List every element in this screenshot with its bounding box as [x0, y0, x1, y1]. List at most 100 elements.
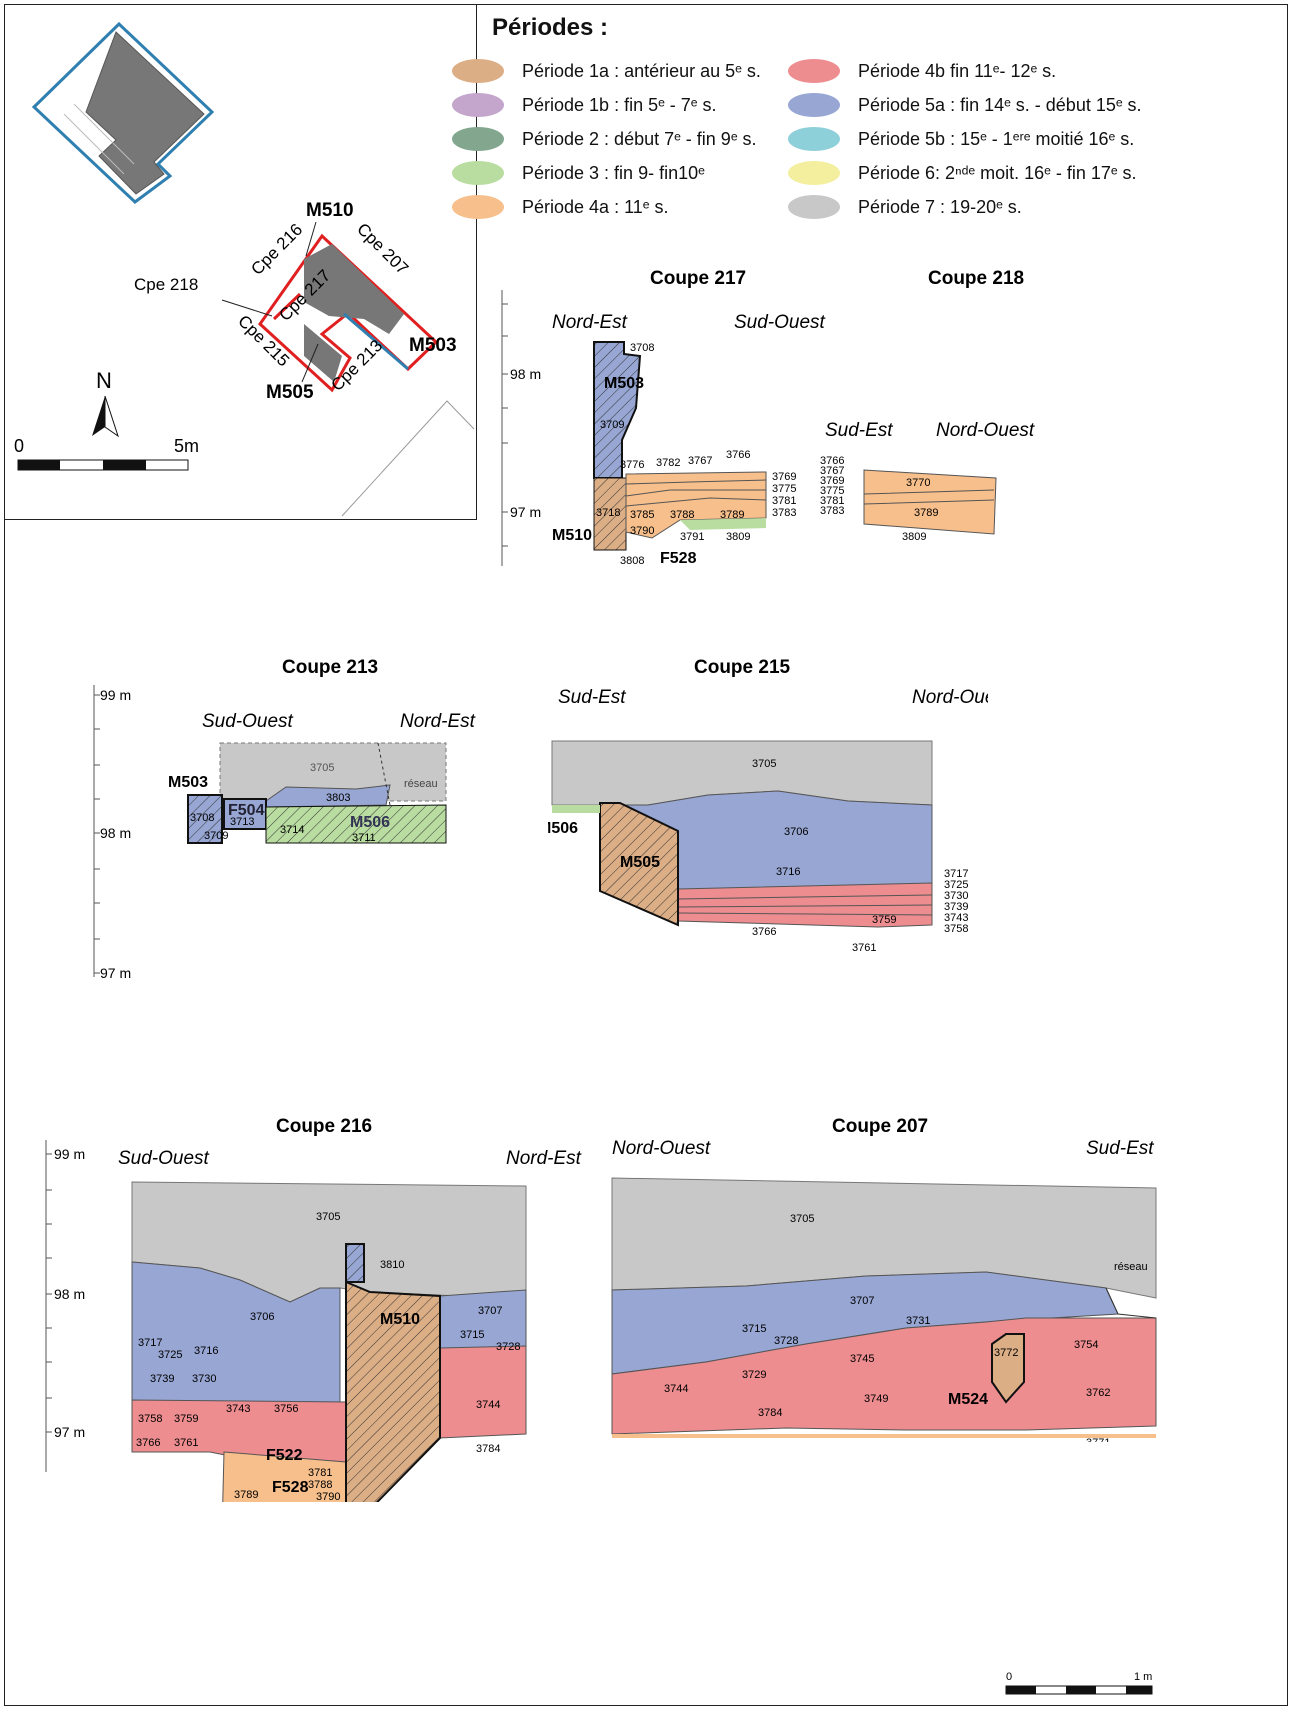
svg-text:3711: 3711: [352, 832, 376, 844]
svg-text:99 m: 99 m: [100, 687, 131, 703]
c207-right-direction: Sud-Est: [1086, 1138, 1154, 1159]
svg-text:3709: 3709: [204, 830, 228, 842]
svg-text:3725: 3725: [158, 1349, 182, 1361]
svg-text:3784: 3784: [758, 1407, 782, 1419]
svg-text:3781: 3781: [308, 1467, 332, 1479]
svg-text:3783: 3783: [772, 507, 796, 519]
svg-text:3784: 3784: [476, 1443, 500, 1455]
svg-text:N: N: [96, 368, 112, 393]
svg-text:3790: 3790: [316, 1491, 340, 1502]
svg-text:3714: 3714: [280, 824, 304, 836]
svg-text:3717: 3717: [138, 1337, 162, 1349]
svg-text:3766: 3766: [726, 449, 750, 461]
svg-text:3716: 3716: [194, 1345, 218, 1357]
svg-text:0: 0: [14, 436, 24, 456]
svg-text:3707: 3707: [478, 1305, 502, 1317]
legend-item: Période 1a : antérieur au 5ᵉ s.: [452, 56, 761, 86]
c216-drawing: [131, 1181, 527, 1502]
section-216: Coupe 216 Sud-Ouest Nord-Est 99 m 98 m 9…: [45, 1116, 582, 1502]
legend-title: Périodes :: [492, 14, 609, 41]
svg-text:3775: 3775: [772, 483, 796, 495]
legend-swatch: [788, 59, 840, 83]
svg-text:3770: 3770: [906, 477, 930, 489]
c216-title: Coupe 216: [276, 1116, 372, 1137]
svg-text:3766: 3766: [752, 926, 776, 938]
c213-drawing: [187, 742, 447, 844]
svg-text:3713: 3713: [230, 816, 254, 828]
legend-label: Période 1a : antérieur au 5ᵉ s.: [522, 60, 761, 81]
svg-text:99 m: 99 m: [54, 1146, 85, 1162]
site-plan: M510 M503 M505 Cpe 218 Cpe 216 Cpe 207 C…: [14, 21, 475, 517]
svg-text:3715: 3715: [460, 1329, 484, 1341]
legend-label: Période 4b fin 11ᵉ- 12ᵉ s.: [858, 60, 1057, 81]
svg-text:3730: 3730: [192, 1373, 216, 1385]
svg-text:3776: 3776: [620, 459, 644, 471]
svg-text:3767: 3767: [820, 465, 844, 477]
cpe218-leader: [221, 299, 273, 317]
svg-text:3705: 3705: [752, 758, 776, 770]
legend-swatch: [788, 195, 840, 219]
svg-text:F504: F504: [228, 802, 265, 819]
svg-text:3789: 3789: [234, 1489, 258, 1501]
svg-text:3708: 3708: [190, 812, 214, 824]
legend-item: Période 4a : 11ᵉ s.: [452, 192, 668, 222]
svg-text:3785: 3785: [630, 509, 654, 521]
svg-text:97 m: 97 m: [54, 1424, 85, 1440]
svg-text:3772: 3772: [994, 1347, 1018, 1359]
svg-text:3729: 3729: [742, 1369, 766, 1381]
svg-text:3706: 3706: [784, 826, 808, 838]
c207-title: Coupe 207: [832, 1116, 928, 1137]
section-215: Coupe 215 Sud-Est Nord-Ouest M506 M505 3…: [548, 657, 988, 954]
upper-plan-outline: [31, 21, 215, 204]
svg-text:3766: 3766: [136, 1437, 160, 1449]
c217-drawing: [593, 341, 767, 551]
svg-text:3743: 3743: [944, 912, 968, 924]
svg-text:3706: 3706: [250, 1311, 274, 1323]
svg-text:3749: 3749: [864, 1393, 888, 1405]
legend-item: Période 3 : fin 9- fin10ᵉ: [452, 158, 705, 188]
svg-text:3707: 3707: [850, 1295, 874, 1307]
svg-text:réseau: réseau: [404, 778, 438, 790]
legend-swatch: [452, 93, 504, 117]
c213-left-direction: Sud-Ouest: [202, 711, 294, 732]
c217-elevation-axis: 98 m 97 m: [501, 290, 541, 566]
svg-text:M503: M503: [168, 774, 208, 791]
svg-text:M524: M524: [948, 1391, 988, 1408]
svg-text:M510: M510: [552, 527, 592, 544]
legend-swatch: [452, 161, 504, 185]
c215-left-direction: Sud-Est: [558, 687, 626, 708]
legend-item: Période 4b fin 11ᵉ- 12ᵉ s.: [788, 56, 1056, 86]
svg-text:5m: 5m: [174, 436, 199, 456]
svg-text:3790: 3790: [630, 525, 654, 537]
legend-swatch: [452, 195, 504, 219]
legend-label: Période 3 : fin 9- fin10ᵉ: [522, 162, 705, 183]
svg-text:3789: 3789: [914, 507, 938, 519]
c218-title: Coupe 218: [928, 268, 1024, 289]
c216-elevation-axis: 99 m 98 m 97 m: [45, 1140, 85, 1472]
figure-frame: [4, 4, 1288, 1706]
svg-text:M506: M506: [350, 814, 390, 831]
svg-text:3791: 3791: [680, 531, 704, 543]
c207-labels: M524 3705 réseau 3707 3731 3715 3728 374…: [664, 1213, 1148, 1442]
c215-title: Coupe 215: [694, 657, 791, 678]
north-arrow-icon: N: [92, 368, 119, 438]
svg-text:3759: 3759: [174, 1413, 198, 1425]
c215-labels: M506 M505 3705 3706 3716 3717 3725 3730 …: [548, 758, 968, 954]
legend-item: Période 5a : fin 14ᵉ s. - début 15ᵉ s.: [788, 90, 1142, 120]
plan-label-m510: M510: [306, 200, 354, 221]
svg-text:3775: 3775: [820, 485, 844, 497]
c218-right-direction: Nord-Ouest: [936, 420, 1035, 441]
svg-text:1 m: 1 m: [1134, 1671, 1152, 1683]
svg-text:98 m: 98 m: [54, 1286, 85, 1302]
svg-text:3745: 3745: [850, 1353, 874, 1365]
c217-title: Coupe 217: [650, 268, 746, 289]
legend-label: Période 7 : 19-20ᵉ s.: [858, 196, 1022, 217]
svg-text:3754: 3754: [1074, 1339, 1098, 1351]
svg-text:3771: 3771: [1086, 1437, 1110, 1442]
svg-text:3761: 3761: [852, 942, 876, 954]
svg-text:3756: 3756: [274, 1403, 298, 1415]
svg-text:3705: 3705: [316, 1211, 340, 1223]
svg-text:3782: 3782: [656, 457, 680, 469]
svg-text:3781: 3781: [820, 495, 844, 507]
legend-swatch: [788, 161, 840, 185]
